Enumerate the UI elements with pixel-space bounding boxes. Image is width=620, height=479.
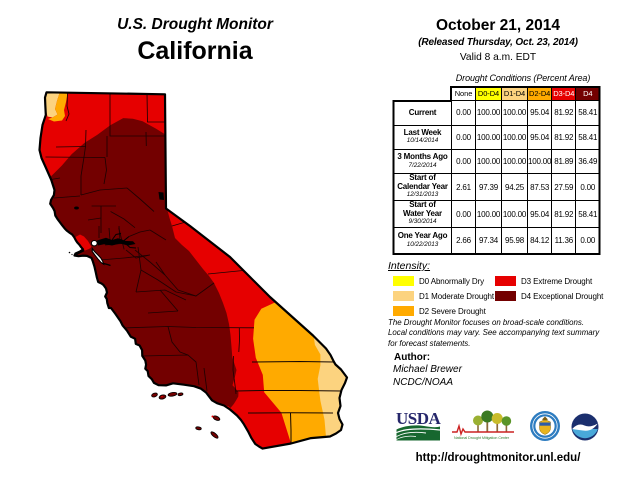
svg-text:National Drought Mitigation Ce: National Drought Mitigation Center	[454, 436, 510, 440]
svg-text:USDA: USDA	[396, 410, 442, 428]
